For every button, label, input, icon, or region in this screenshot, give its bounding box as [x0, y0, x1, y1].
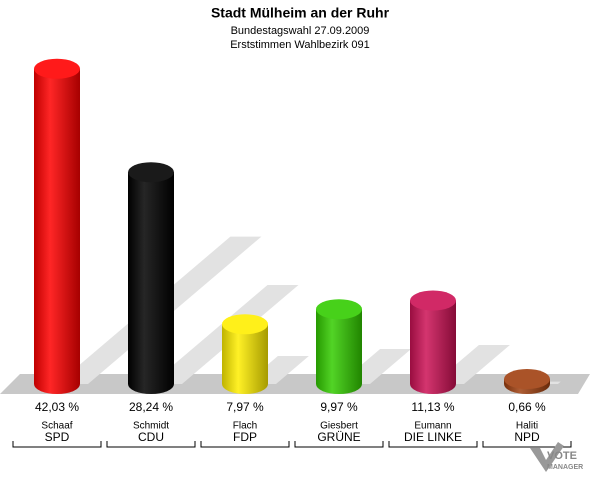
value-label: 42,03 %	[35, 400, 79, 414]
bar-top	[222, 314, 268, 335]
category-bracket	[388, 441, 478, 448]
chart-subtitle: Bundestagswahl 27.09.2009	[231, 25, 370, 37]
category-bracket	[12, 441, 102, 448]
x-tick-label: DIE LINKE	[404, 430, 462, 444]
value-label: 9,97 %	[320, 400, 358, 414]
value-label: 0,66 %	[508, 400, 546, 414]
x-tick-label: CDU	[138, 430, 164, 444]
logo-text: MANAGER	[547, 464, 583, 471]
candidate-label: Giesbert	[320, 421, 358, 432]
bar-top	[34, 58, 80, 79]
bar	[34, 68, 80, 395]
candidate-label: Haliti	[516, 421, 538, 432]
bar-top	[504, 369, 550, 390]
bar-top	[128, 162, 174, 183]
bar	[410, 300, 456, 394]
candidate-label: Schmidt	[133, 421, 169, 432]
x-tick-label: FDP	[233, 430, 257, 444]
bar-top	[316, 299, 362, 320]
x-tick-label: NPD	[514, 430, 540, 444]
candidate-label: Flach	[233, 421, 257, 432]
logo-text: VOTE	[547, 450, 577, 462]
bar	[222, 324, 268, 394]
candidate-label: Eumann	[414, 421, 451, 432]
category-bracket	[106, 441, 196, 448]
value-label: 28,24 %	[129, 400, 173, 414]
x-tick-label: GRÜNE	[317, 430, 360, 444]
chart-subtitle: Erststimmen Wahlbezirk 091	[230, 39, 370, 51]
x-tick-label: SPD	[45, 430, 70, 444]
bar-top	[410, 290, 456, 311]
logo: VOTE MANAGER	[530, 442, 583, 472]
bar	[128, 172, 174, 394]
value-label: 7,97 %	[226, 400, 264, 414]
category-bracket	[294, 441, 384, 448]
category-bracket	[482, 441, 572, 448]
chart-title: Stadt Mülheim an der Ruhr	[211, 5, 390, 21]
category-bracket	[200, 441, 290, 448]
value-label: 11,13 %	[411, 400, 454, 414]
logo-icon	[530, 442, 564, 472]
bars	[34, 58, 550, 395]
bar	[316, 309, 362, 394]
candidate-label: Schaaf	[41, 421, 72, 432]
